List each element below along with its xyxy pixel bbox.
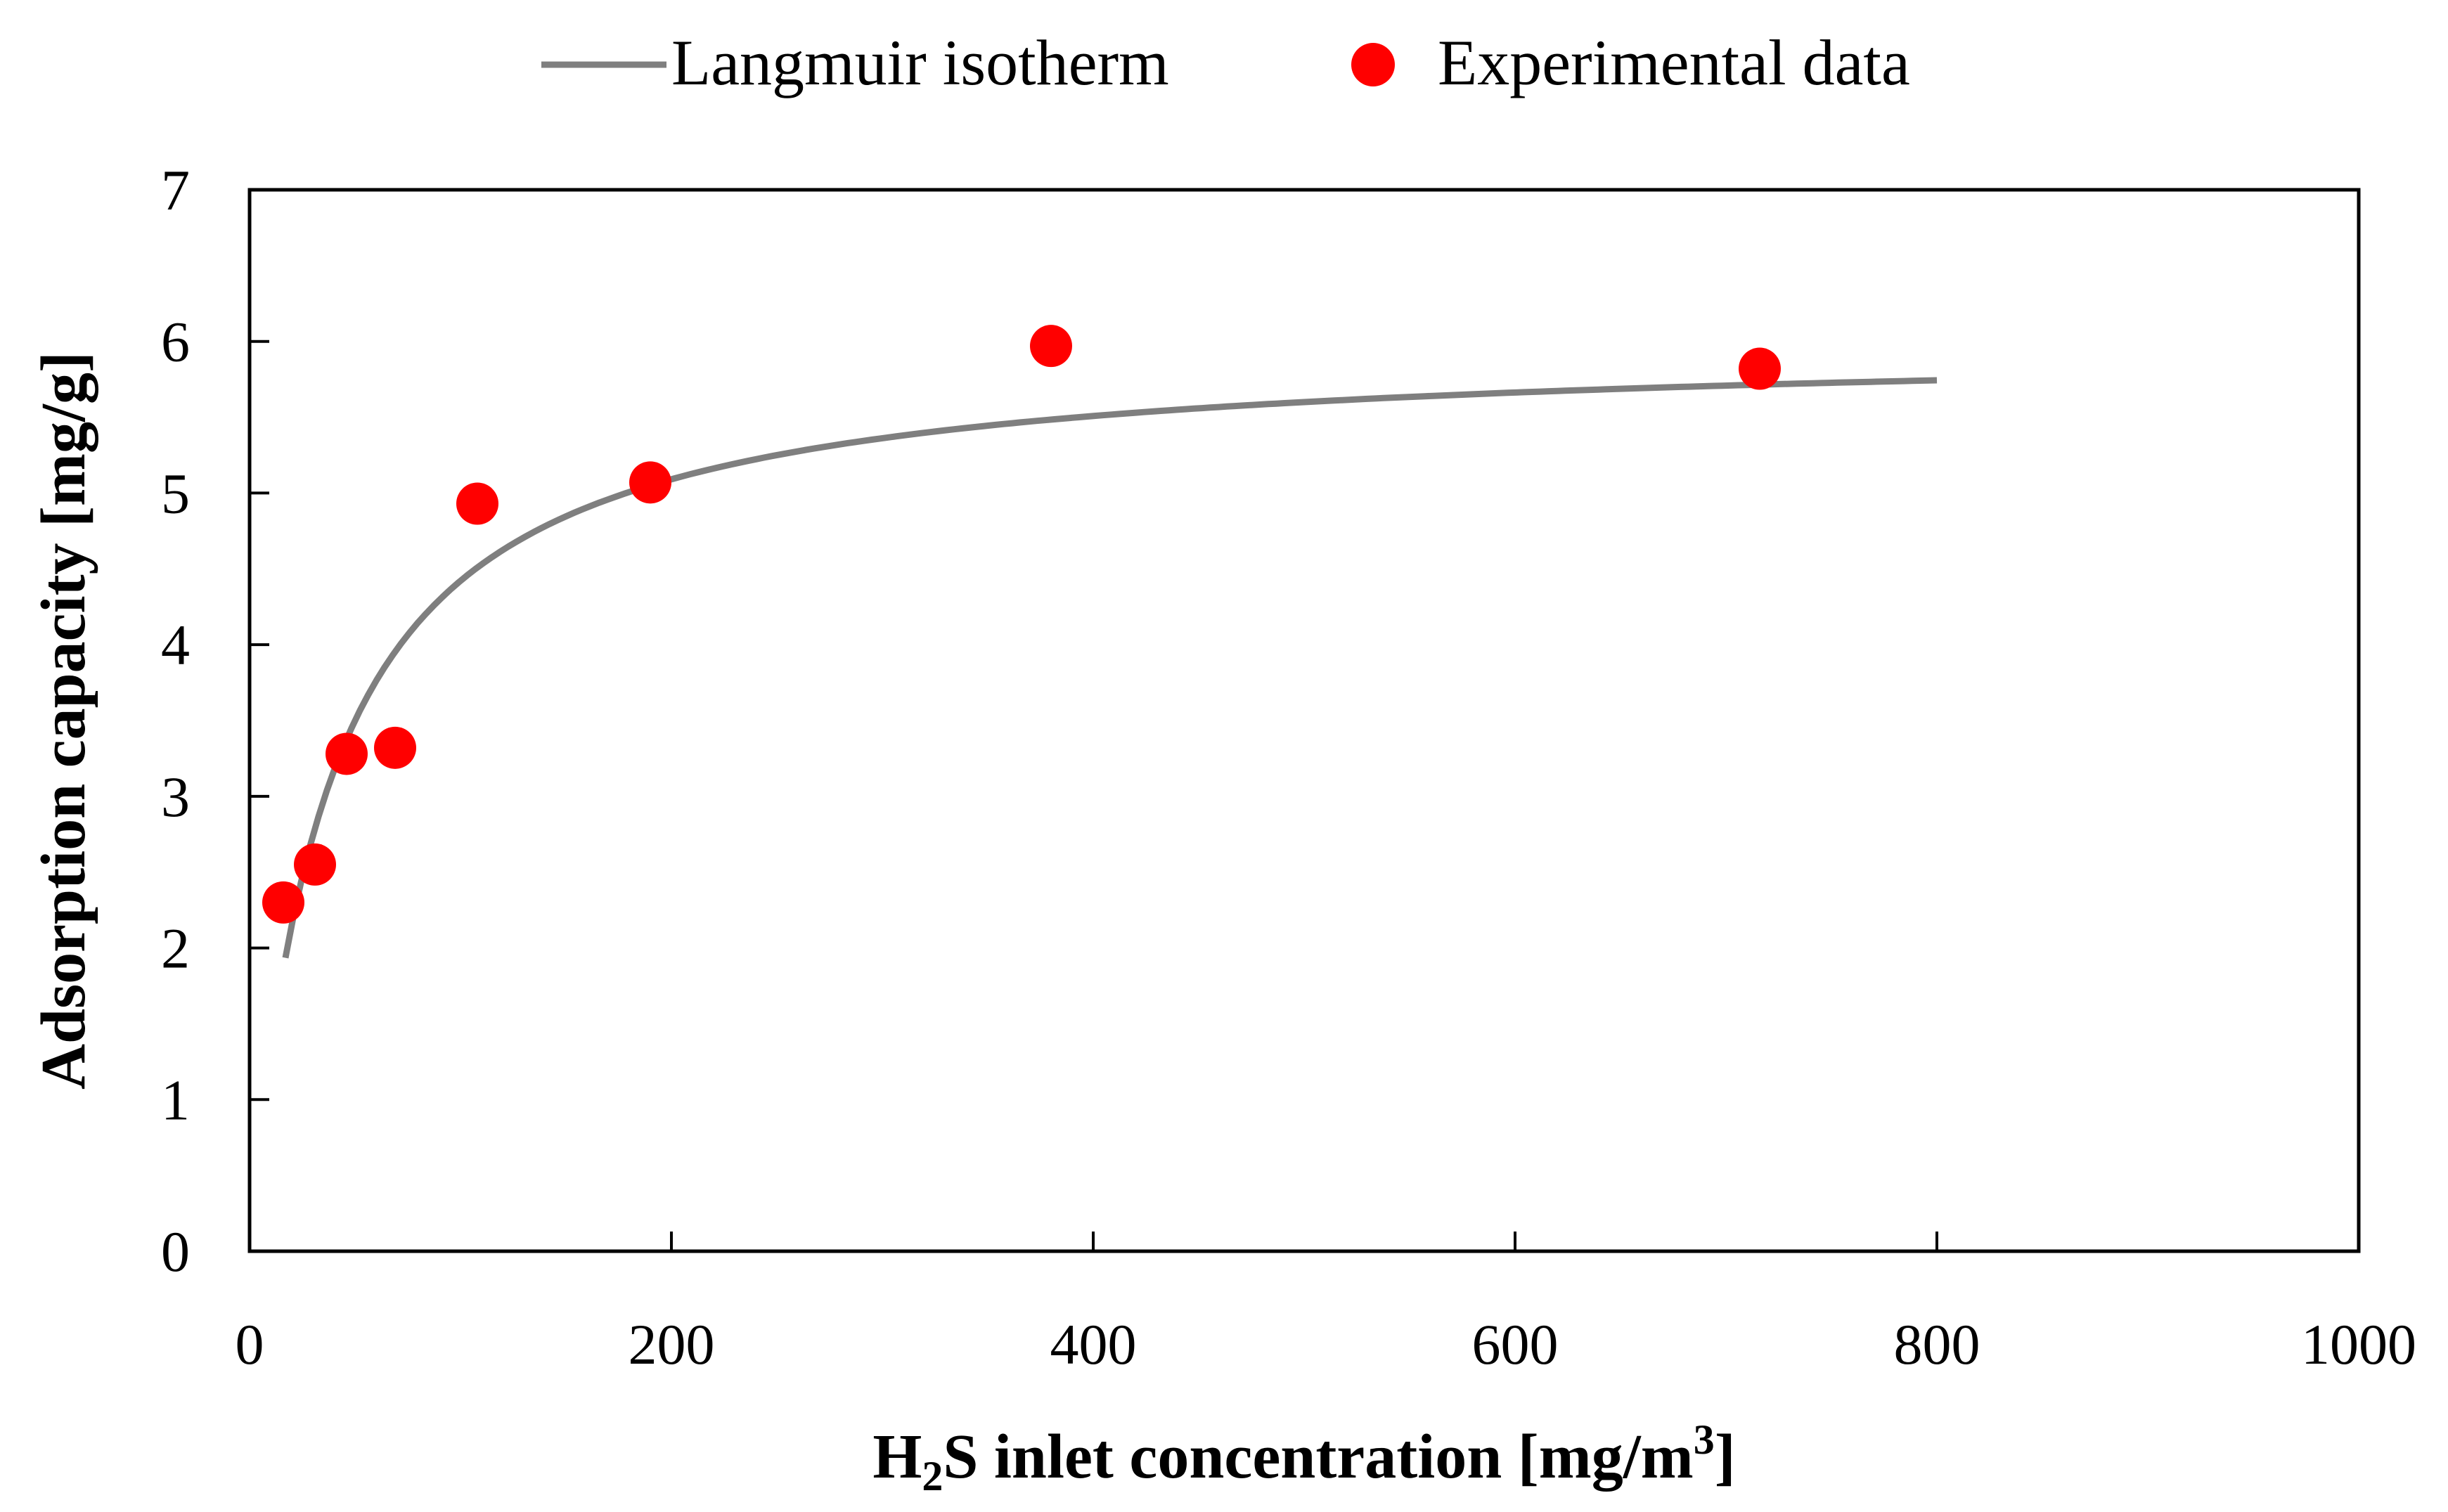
experimental-data-point — [629, 461, 671, 504]
x-axis-title-superscript: 3 — [1694, 1416, 1715, 1463]
x-axis-title-subscript: 2 — [922, 1453, 943, 1499]
experimental-data-point — [456, 482, 498, 525]
langmuir-isotherm-line — [282, 377, 1938, 959]
y-tick-label: 7 — [161, 158, 190, 222]
x-axis-title-rest: S inlet concentration [mg/m — [943, 1422, 1693, 1492]
y-tick-label: 6 — [161, 310, 190, 374]
legend-label-langmuir: Langmuir isotherm — [671, 27, 1169, 98]
experimental-data-point — [326, 732, 368, 775]
experimental-data-point — [374, 726, 416, 769]
y-axis-title: Adsorption capacity [mg/g] — [29, 351, 98, 1090]
legend-marker-swatch — [1351, 43, 1395, 86]
legend-label-experimental: Experimental data — [1438, 27, 1910, 98]
experimental-data-point — [294, 843, 336, 886]
x-axis-title: H2S inlet concentration [mg/m3] — [872, 1416, 1735, 1499]
y-tick-label: 5 — [161, 461, 190, 525]
x-tick-label: 0 — [236, 1312, 264, 1376]
x-tick-label: 1000 — [2301, 1312, 2416, 1376]
x-tick-label: 600 — [1472, 1312, 1559, 1376]
legend: Langmuir isotherm Experimental data — [541, 27, 1910, 98]
y-tick-label: 1 — [161, 1068, 190, 1132]
plot-area — [247, 188, 2361, 1253]
y-tick-label: 4 — [161, 613, 190, 677]
y-tick-label: 2 — [161, 917, 190, 981]
x-axis: 0 200 400 600 800 1000 — [236, 1232, 2416, 1376]
experimental-data-point — [1030, 325, 1072, 368]
experimental-data-point — [1739, 347, 1781, 390]
x-axis-title-main: H — [872, 1422, 922, 1492]
y-tick-label: 0 — [161, 1220, 190, 1284]
y-axis: 0 1 2 3 4 5 6 7 — [161, 158, 269, 1284]
experimental-data-point — [262, 881, 304, 924]
x-tick-label: 200 — [629, 1312, 715, 1376]
series-layer — [262, 325, 1938, 959]
x-tick-label: 800 — [1894, 1312, 1980, 1376]
x-tick-label: 400 — [1050, 1312, 1137, 1376]
x-axis-title-end: ] — [1715, 1422, 1736, 1492]
y-tick-label: 3 — [161, 765, 190, 829]
